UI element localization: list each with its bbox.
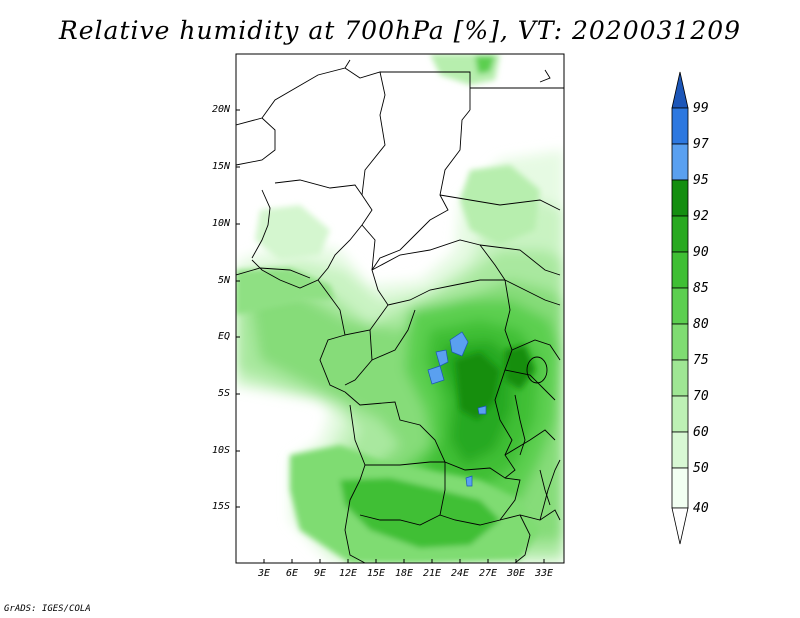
colorbar-label: 95: [693, 173, 709, 188]
colorbar-segment-75-80: [671, 323, 689, 361]
colorbar-segment-95-97: [671, 143, 689, 181]
colorbar-segment-50-60: [671, 431, 689, 469]
rh-south-core: [340, 478, 500, 548]
map-border: [235, 53, 565, 564]
rh-core-92: [455, 352, 500, 420]
rh-top-core: [475, 56, 495, 74]
lat-label: 10S: [211, 445, 230, 456]
footer-credit: GrADS: IGES/COLA: [4, 604, 91, 614]
rh-west-band: [236, 268, 335, 315]
colorbar-segment-90-92: [671, 215, 689, 253]
colorbar-label: 99: [693, 101, 709, 116]
lon-label: 6E: [285, 568, 299, 579]
colorbar-label: 75: [693, 353, 709, 368]
colorbar-label: 90: [693, 245, 709, 260]
country-borders: [236, 59, 564, 563]
colorbar-label: 85: [693, 281, 709, 296]
colorbar-segment-70-75: [671, 359, 689, 397]
colorbar-segment-below-40: [671, 507, 689, 545]
lat-label: 10N: [211, 218, 230, 229]
colorbar-label: 50: [693, 461, 709, 476]
lon-label: 30E: [506, 568, 526, 579]
colorbar-label: 70: [693, 389, 709, 404]
colorbar-label: 40: [693, 501, 709, 516]
colorbar-segment-85-90: [671, 251, 689, 289]
lat-label: EQ: [217, 331, 230, 342]
colorbar-segment-99: [671, 71, 689, 109]
colorbar-label: 80: [693, 317, 709, 332]
chart-title: Relative humidity at 700hPa [%], VT: 202…: [58, 16, 742, 45]
colorbar-label: 97: [693, 137, 709, 152]
lon-label: 21E: [422, 568, 442, 579]
lat-label: 20N: [211, 104, 230, 115]
lat-label: 5N: [217, 275, 230, 286]
lon-label: 27E: [478, 568, 498, 579]
lat-label: 5S: [217, 388, 230, 399]
lon-label: 12E: [338, 568, 358, 579]
rh-nw-patch: [255, 205, 330, 260]
rh-blue-spots: [427, 331, 487, 487]
lon-label: 24E: [450, 568, 470, 579]
rh-core-92b: [505, 345, 535, 390]
lon-label: 3E: [257, 568, 271, 579]
lon-label: 33E: [534, 568, 554, 579]
colorbar-label: 60: [693, 425, 709, 440]
colorbar-segment-92-95: [671, 179, 689, 217]
lon-label: 15E: [366, 568, 386, 579]
colorbar-segment-97-99: [671, 107, 689, 145]
lon-label: 9E: [313, 568, 327, 579]
lat-label: 15N: [211, 161, 230, 172]
colorbar-segment-60-70: [671, 395, 689, 433]
lakes: [514, 69, 551, 506]
humidity-field: [236, 54, 564, 563]
lat-label: 15S: [211, 501, 230, 512]
colorbar-label: 92: [693, 209, 709, 224]
colorbar-segment-80-85: [671, 287, 689, 325]
colorbar-segment-40-50: [671, 467, 689, 509]
axis-ticks: [236, 109, 545, 563]
colorbar: [671, 71, 689, 545]
lon-label: 18E: [394, 568, 414, 579]
